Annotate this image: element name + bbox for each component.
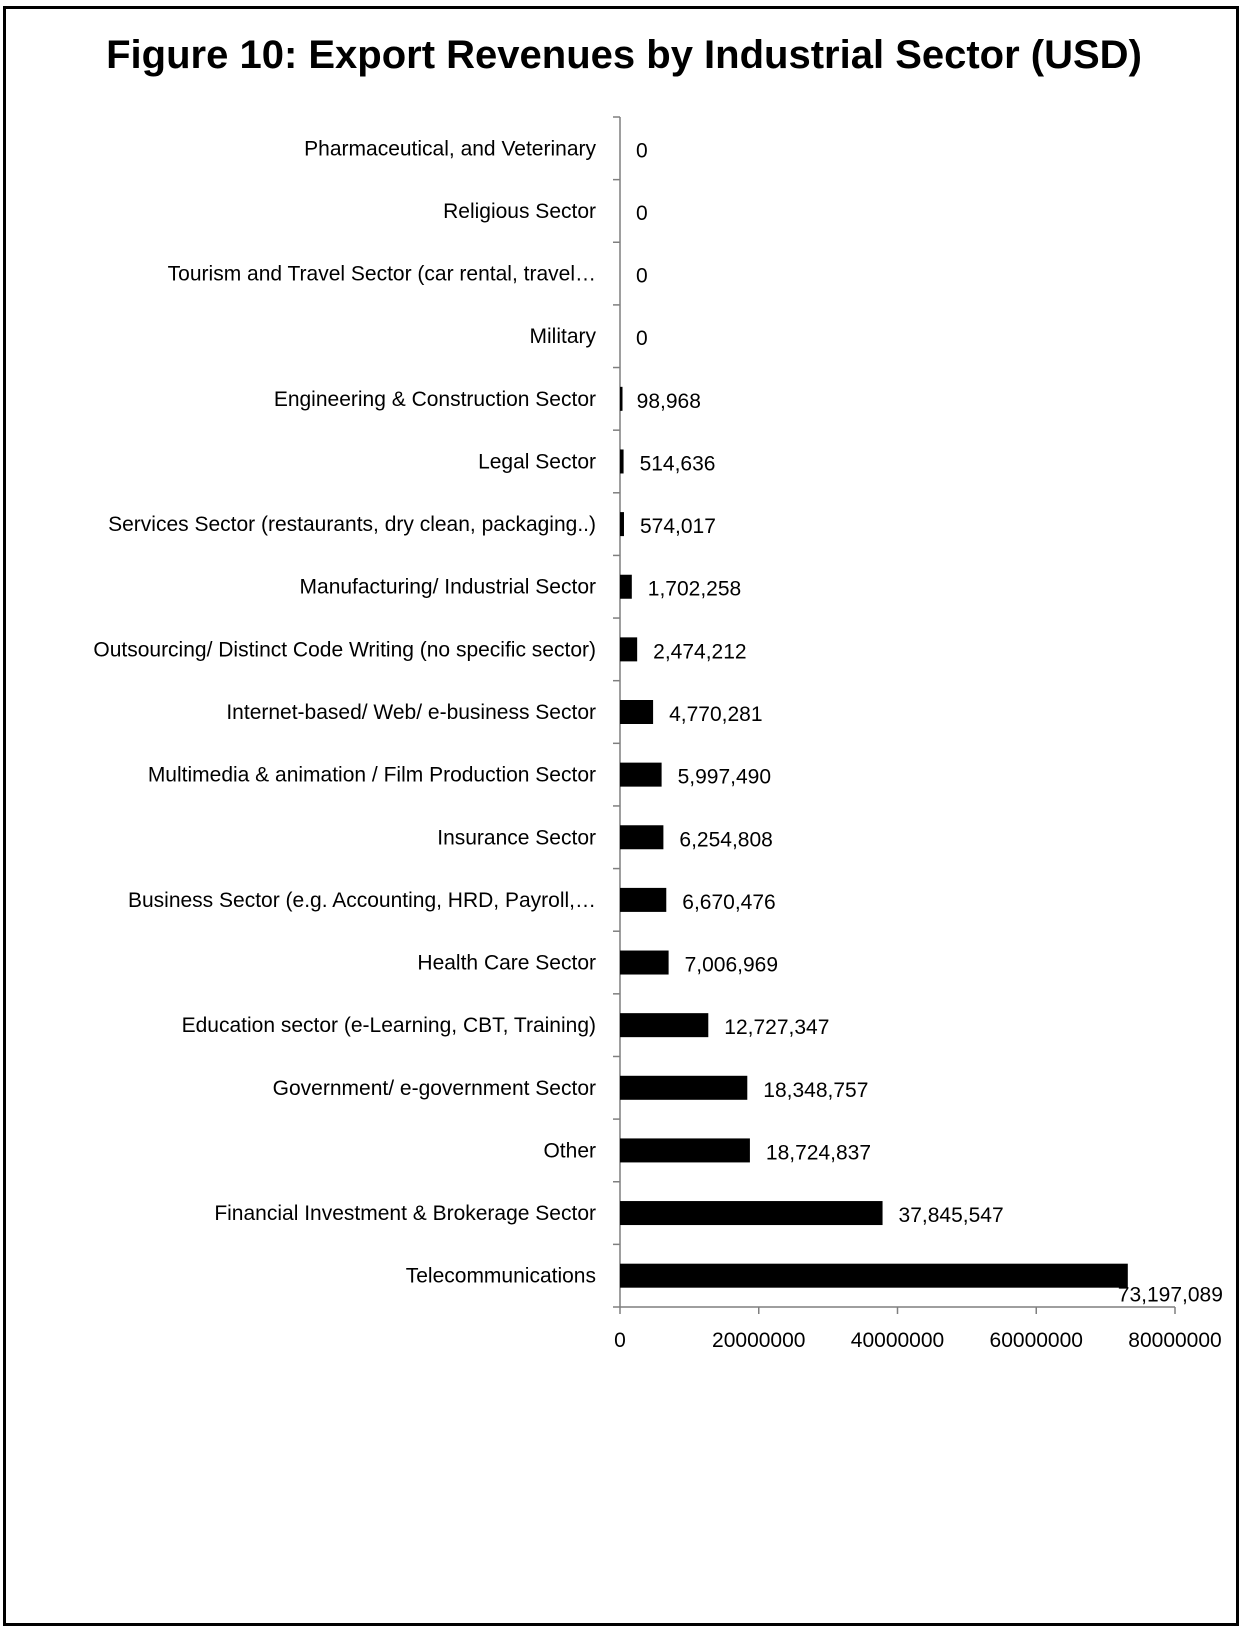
x-tick-label: 60000000 bbox=[990, 1329, 1083, 1352]
bar bbox=[620, 386, 623, 411]
bar bbox=[620, 512, 624, 537]
x-tick-label: 80000000 bbox=[1128, 1329, 1221, 1352]
chart-frame bbox=[3, 6, 1239, 1626]
data-label: 7,006,969 bbox=[685, 954, 778, 977]
bar bbox=[620, 825, 664, 850]
category-label: Other bbox=[543, 1139, 596, 1162]
category-label: Pharmaceutical, and Veterinary bbox=[304, 137, 596, 160]
chart-title: Figure 10: Export Revenues by Industrial… bbox=[106, 33, 1142, 77]
category-label: Tourism and Travel Sector (car rental, t… bbox=[168, 263, 596, 286]
x-tick-label: 40000000 bbox=[851, 1329, 944, 1352]
data-label: 73,197,089 bbox=[1118, 1284, 1223, 1307]
bar bbox=[620, 700, 654, 724]
bar bbox=[620, 449, 624, 474]
data-label: 0 bbox=[636, 139, 648, 162]
bar bbox=[620, 1075, 748, 1100]
bar bbox=[620, 637, 638, 662]
bar bbox=[620, 762, 662, 787]
category-label: Military bbox=[530, 325, 597, 348]
x-tick-label: 20000000 bbox=[712, 1329, 805, 1352]
category-label: Outsourcing/ Distinct Code Writing (no s… bbox=[93, 638, 596, 661]
data-label: 2,474,212 bbox=[653, 640, 746, 663]
bar bbox=[620, 574, 632, 599]
category-label: Internet-based/ Web/ e-business Sector bbox=[226, 701, 596, 724]
category-label: Services Sector (restaurants, dry clean,… bbox=[108, 513, 596, 536]
data-label: 574,017 bbox=[640, 515, 716, 538]
category-label: Manufacturing/ Industrial Sector bbox=[300, 576, 596, 599]
data-label: 12,727,347 bbox=[724, 1016, 829, 1039]
data-label: 0 bbox=[636, 202, 648, 225]
data-label: 0 bbox=[636, 265, 648, 288]
bar bbox=[620, 1263, 1128, 1288]
category-label: Financial Investment & Brokerage Sector bbox=[214, 1202, 596, 1225]
category-label: Government/ e-government Sector bbox=[273, 1077, 596, 1100]
data-label: 0 bbox=[636, 327, 648, 350]
bar bbox=[620, 1201, 883, 1226]
category-label: Legal Sector bbox=[478, 450, 596, 473]
category-label: Insurance Sector bbox=[437, 826, 596, 849]
data-label: 18,348,757 bbox=[763, 1079, 868, 1102]
data-label: 6,670,476 bbox=[682, 891, 775, 914]
bar bbox=[620, 1013, 709, 1038]
x-tick-label: 0 bbox=[614, 1329, 626, 1352]
data-label: 1,702,258 bbox=[648, 578, 741, 601]
bar bbox=[620, 887, 667, 912]
data-label: 18,724,837 bbox=[766, 1141, 871, 1164]
category-label: Religious Sector bbox=[443, 200, 596, 223]
bar bbox=[620, 1138, 750, 1163]
data-label: 37,845,547 bbox=[899, 1204, 1004, 1227]
data-label: 6,254,808 bbox=[679, 828, 772, 851]
category-label: Education sector (e-Learning, CBT, Train… bbox=[182, 1014, 596, 1037]
category-label: Engineering & Construction Sector bbox=[274, 388, 596, 411]
data-label: 5,997,490 bbox=[678, 766, 771, 789]
category-label: Health Care Sector bbox=[417, 952, 596, 975]
data-label: 4,770,281 bbox=[669, 703, 762, 726]
category-label: Multimedia & animation / Film Production… bbox=[148, 764, 596, 787]
data-label: 98,968 bbox=[637, 390, 701, 413]
bar bbox=[620, 950, 669, 975]
data-label: 514,636 bbox=[640, 452, 716, 475]
category-label: Telecommunications bbox=[406, 1265, 596, 1288]
category-label: Business Sector (e.g. Accounting, HRD, P… bbox=[128, 889, 596, 912]
